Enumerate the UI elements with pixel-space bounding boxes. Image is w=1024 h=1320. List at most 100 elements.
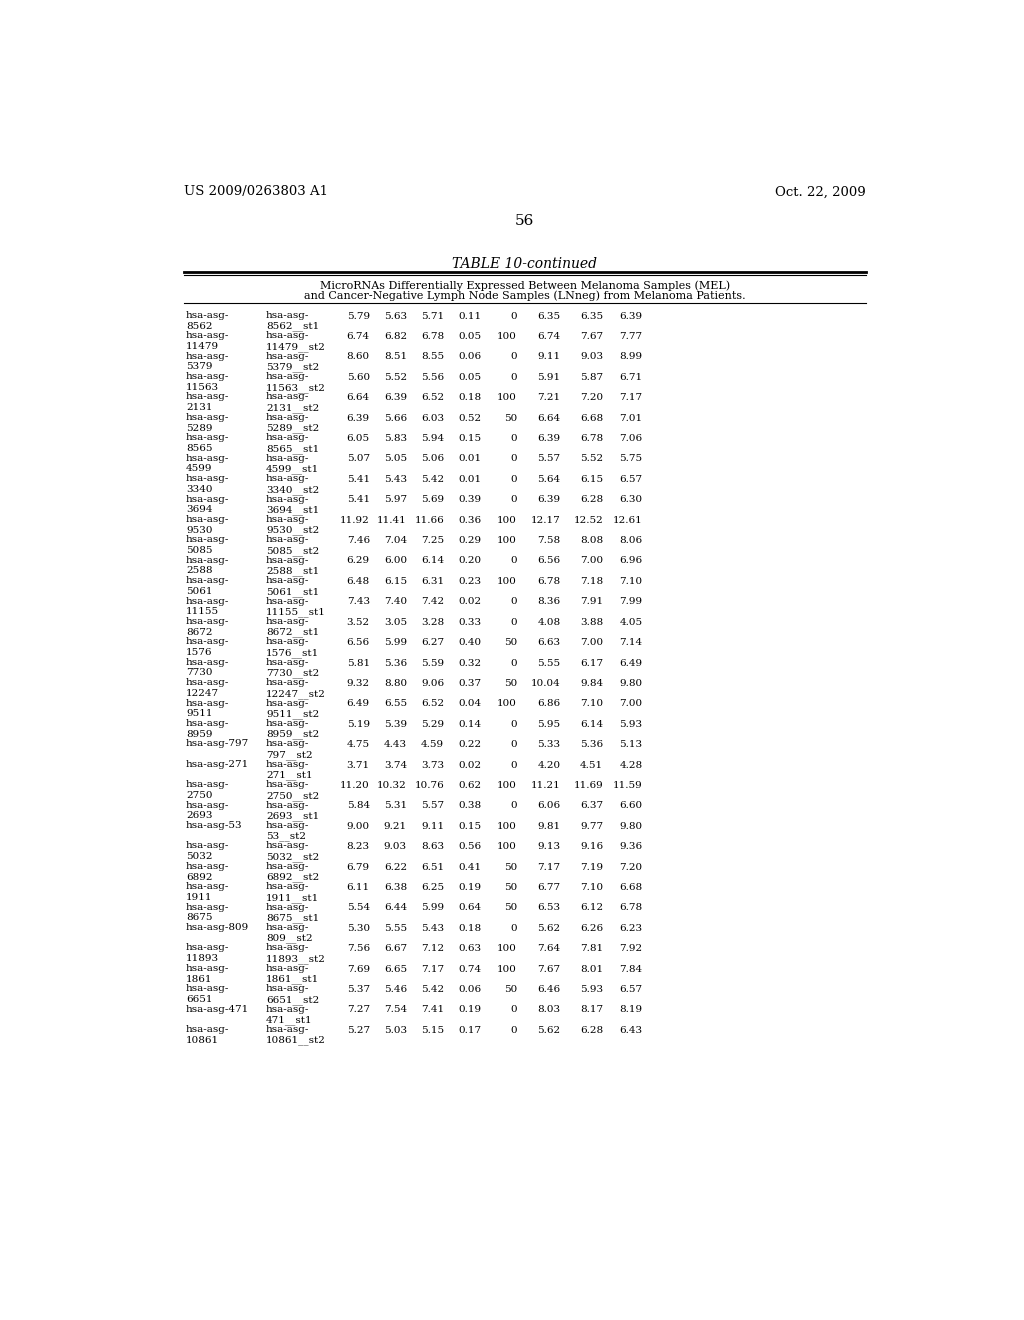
Text: 11.20: 11.20 (340, 781, 370, 789)
Text: 5.87: 5.87 (580, 372, 603, 381)
Text: hsa-asg-
11155: hsa-asg- 11155 (186, 597, 229, 616)
Text: 7.17: 7.17 (538, 862, 560, 871)
Text: 6.48: 6.48 (347, 577, 370, 586)
Text: 6.64: 6.64 (347, 393, 370, 403)
Text: 100: 100 (498, 842, 517, 851)
Text: 0.02: 0.02 (459, 760, 481, 770)
Text: 5.42: 5.42 (421, 475, 444, 484)
Text: 5.07: 5.07 (347, 454, 370, 463)
Text: hsa-asg-
11893: hsa-asg- 11893 (186, 944, 229, 964)
Text: 4.20: 4.20 (538, 760, 560, 770)
Text: 8.36: 8.36 (538, 598, 560, 606)
Text: 6.78: 6.78 (620, 903, 643, 912)
Text: 7.58: 7.58 (538, 536, 560, 545)
Text: 5.62: 5.62 (538, 1026, 560, 1035)
Text: 5.97: 5.97 (384, 495, 407, 504)
Text: 5.84: 5.84 (347, 801, 370, 810)
Text: hsa-asg-
2588__st1: hsa-asg- 2588__st1 (266, 556, 319, 576)
Text: 7.40: 7.40 (384, 598, 407, 606)
Text: 7.77: 7.77 (620, 333, 643, 341)
Text: 5.63: 5.63 (384, 312, 407, 321)
Text: 12.52: 12.52 (573, 516, 603, 524)
Text: 6.15: 6.15 (580, 475, 603, 484)
Text: 3.88: 3.88 (580, 618, 603, 627)
Text: hsa-asg-
3340: hsa-asg- 3340 (186, 474, 229, 494)
Text: 5.99: 5.99 (421, 903, 444, 912)
Text: 6.49: 6.49 (620, 659, 643, 668)
Text: hsa-asg-471: hsa-asg-471 (186, 1005, 250, 1014)
Text: 8.80: 8.80 (384, 678, 407, 688)
Text: hsa-asg-
6651: hsa-asg- 6651 (186, 985, 229, 1005)
Text: hsa-asg-
11893__st2: hsa-asg- 11893__st2 (266, 944, 326, 964)
Text: 5.03: 5.03 (384, 1026, 407, 1035)
Text: 6.52: 6.52 (421, 393, 444, 403)
Text: 7.19: 7.19 (580, 862, 603, 871)
Text: 6.05: 6.05 (347, 434, 370, 444)
Text: hsa-asg-
2588: hsa-asg- 2588 (186, 556, 229, 576)
Text: hsa-asg-
5289__st2: hsa-asg- 5289__st2 (266, 413, 319, 433)
Text: hsa-asg-
12247: hsa-asg- 12247 (186, 678, 229, 698)
Text: 0.05: 0.05 (459, 333, 481, 341)
Text: 6.35: 6.35 (580, 312, 603, 321)
Text: 7.00: 7.00 (620, 700, 643, 709)
Text: 0: 0 (510, 801, 517, 810)
Text: 3.74: 3.74 (384, 760, 407, 770)
Text: 10.76: 10.76 (415, 781, 444, 789)
Text: 7.27: 7.27 (347, 1006, 370, 1014)
Text: 5.19: 5.19 (347, 719, 370, 729)
Text: 50: 50 (504, 413, 517, 422)
Text: hsa-asg-
7730__st2: hsa-asg- 7730__st2 (266, 657, 319, 678)
Text: 0.52: 0.52 (459, 413, 481, 422)
Text: hsa-asg-
5085__st2: hsa-asg- 5085__st2 (266, 536, 319, 556)
Text: hsa-asg-
8565__st1: hsa-asg- 8565__st1 (266, 433, 319, 454)
Text: hsa-asg-
1911__st1: hsa-asg- 1911__st1 (266, 882, 319, 903)
Text: 6.00: 6.00 (384, 557, 407, 565)
Text: 7.56: 7.56 (347, 944, 370, 953)
Text: 0.04: 0.04 (459, 700, 481, 709)
Text: 5.99: 5.99 (384, 638, 407, 647)
Text: 100: 100 (498, 516, 517, 524)
Text: 6.56: 6.56 (538, 557, 560, 565)
Text: 7.04: 7.04 (384, 536, 407, 545)
Text: 7.01: 7.01 (620, 413, 643, 422)
Text: 0.17: 0.17 (459, 1026, 481, 1035)
Text: 5.94: 5.94 (421, 434, 444, 444)
Text: 8.99: 8.99 (620, 352, 643, 362)
Text: 100: 100 (498, 577, 517, 586)
Text: 0.22: 0.22 (459, 741, 481, 750)
Text: 7.10: 7.10 (580, 883, 603, 892)
Text: 5.27: 5.27 (347, 1026, 370, 1035)
Text: 6.28: 6.28 (580, 1026, 603, 1035)
Text: hsa-asg-
8959__st2: hsa-asg- 8959__st2 (266, 719, 319, 739)
Text: 6.51: 6.51 (421, 862, 444, 871)
Text: 6.39: 6.39 (538, 434, 560, 444)
Text: 5.79: 5.79 (347, 312, 370, 321)
Text: 10.32: 10.32 (377, 781, 407, 789)
Text: 5.81: 5.81 (347, 659, 370, 668)
Text: 6.14: 6.14 (421, 557, 444, 565)
Text: 9.03: 9.03 (384, 842, 407, 851)
Text: 0.38: 0.38 (459, 801, 481, 810)
Text: 5.95: 5.95 (538, 719, 560, 729)
Text: hsa-asg-
2750__st2: hsa-asg- 2750__st2 (266, 780, 319, 801)
Text: hsa-asg-
271__st1: hsa-asg- 271__st1 (266, 760, 312, 780)
Text: 9.77: 9.77 (580, 822, 603, 830)
Text: 6.39: 6.39 (620, 312, 643, 321)
Text: 5.39: 5.39 (384, 719, 407, 729)
Text: 9.84: 9.84 (580, 678, 603, 688)
Text: 0: 0 (510, 454, 517, 463)
Text: 11.59: 11.59 (612, 781, 643, 789)
Text: 7.17: 7.17 (620, 393, 643, 403)
Text: hsa-asg-
53__st2: hsa-asg- 53__st2 (266, 821, 309, 841)
Text: 6.35: 6.35 (538, 312, 560, 321)
Text: 7.25: 7.25 (421, 536, 444, 545)
Text: 5.42: 5.42 (421, 985, 444, 994)
Text: 6.44: 6.44 (384, 903, 407, 912)
Text: hsa-asg-
9511: hsa-asg- 9511 (186, 698, 229, 718)
Text: 5.54: 5.54 (347, 903, 370, 912)
Text: 7.91: 7.91 (580, 598, 603, 606)
Text: 6.23: 6.23 (620, 924, 643, 933)
Text: 8.19: 8.19 (620, 1006, 643, 1014)
Text: 5.57: 5.57 (421, 801, 444, 810)
Text: 7.20: 7.20 (620, 862, 643, 871)
